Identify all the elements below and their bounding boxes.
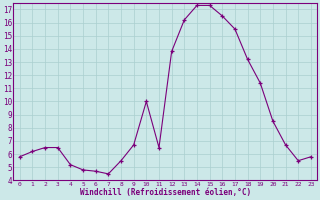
X-axis label: Windchill (Refroidissement éolien,°C): Windchill (Refroidissement éolien,°C) bbox=[80, 188, 251, 197]
